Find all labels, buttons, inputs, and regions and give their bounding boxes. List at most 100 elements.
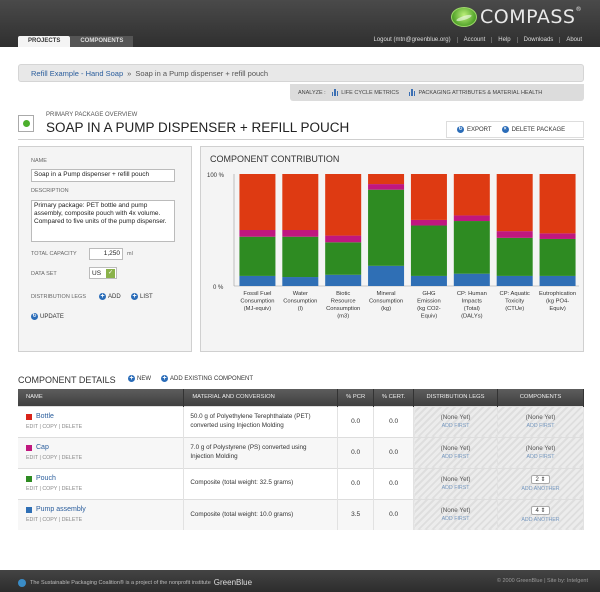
x-tick-label: (MJ-equiv): [244, 306, 271, 312]
bar-segment-cap: [368, 184, 405, 190]
add-first-leg-link[interactable]: ADD FIRST: [441, 516, 470, 523]
packaging-attributes-label: PACKAGING ATTRIBUTES & MATERIAL HEALTH: [418, 89, 543, 96]
bar-segment-cap: [282, 230, 319, 237]
edit-link[interactable]: EDIT: [26, 517, 38, 524]
table-row[interactable]: Pouch EDIT | COPY | DELETE Composite (tota…: [18, 467, 584, 499]
row-actions: EDIT | COPY | DELETE: [26, 424, 83, 430]
col-components[interactable]: COMPONENTS: [497, 389, 584, 406]
update-button[interactable]: ↻ UPDATE: [31, 313, 64, 320]
col-distribution-legs[interactable]: DISTRIBUTION LEGS: [413, 389, 499, 406]
cell-name: Pouch EDIT | COPY | DELETE: [18, 467, 185, 499]
x-tick-label: Consumption: [283, 299, 317, 305]
y-tick-label: 0 %: [213, 285, 224, 291]
delete-link[interactable]: DELETE: [61, 455, 83, 461]
account-link[interactable]: Account: [456, 37, 492, 43]
delete-link[interactable]: DELETE: [61, 486, 83, 492]
edit-link[interactable]: EDIT: [26, 486, 38, 492]
copy-link[interactable]: COPY: [42, 455, 58, 461]
delete-package-button[interactable]: × DELETE PACKAGE: [501, 126, 565, 133]
col-material[interactable]: MATERIAL AND CONVERSION: [183, 389, 339, 406]
copy-link[interactable]: COPY: [42, 486, 58, 492]
add-component-link[interactable]: ADD ANOTHER: [521, 486, 560, 492]
breadcrumb: Refill Example - Hand Soap » Soap in a P…: [31, 69, 268, 78]
component-name-link[interactable]: Pouch: [26, 475, 183, 482]
tab-components[interactable]: COMPONENTS: [70, 36, 134, 47]
help-link[interactable]: Help: [491, 37, 516, 43]
bar-segment-pouch: [239, 236, 276, 276]
color-swatch: [26, 444, 32, 451]
add-first-leg-link[interactable]: ADD FIRST: [441, 423, 470, 429]
chart-title: COMPONENT CONTRIBUTION: [210, 154, 340, 164]
copy-link[interactable]: COPY: [42, 424, 58, 430]
add-leg-button[interactable]: + ADD: [99, 293, 121, 300]
cell-distribution-legs: (None Yet) ADD FIRST: [413, 436, 499, 468]
plus-icon: +: [99, 293, 106, 300]
legs-status: (None Yet): [440, 445, 471, 452]
breadcrumb-separator: »: [127, 69, 132, 78]
page-title: SOAP IN A PUMP DISPENSER + REFILL POUCH: [46, 120, 350, 135]
row-actions: EDIT | COPY | DELETE: [26, 455, 83, 461]
footer-copyright: © 2000 GreenBlue | Site by: Intelgent: [496, 578, 588, 584]
copy-link[interactable]: COPY: [42, 517, 58, 524]
greenblue-logo[interactable]: GreenBlue: [213, 578, 253, 587]
cell-cert: 0.0: [373, 436, 415, 468]
add-component-link[interactable]: ADD FIRST: [526, 423, 555, 429]
about-link[interactable]: About: [559, 37, 588, 43]
table-row[interactable]: Pump assembly EDIT | COPY | DELETE Composi…: [18, 498, 584, 530]
bar-segment-bottle: [539, 174, 576, 234]
page-overline: PRIMARY PACKAGE OVERVIEW: [46, 112, 138, 118]
dataset-select[interactable]: US ✓: [89, 267, 117, 279]
component-name-link[interactable]: Bottle: [26, 413, 183, 420]
add-component-link[interactable]: ADD ANOTHER: [521, 517, 560, 524]
add-existing-component-button[interactable]: + ADD EXISTING COMPONENT: [161, 375, 253, 382]
packaging-attributes-link[interactable]: PACKAGING ATTRIBUTES & MATERIAL HEALTH: [408, 89, 543, 96]
add-first-leg-link[interactable]: ADD FIRST: [441, 454, 470, 460]
color-swatch: [26, 506, 32, 513]
component-name-link[interactable]: Cap: [26, 444, 183, 451]
cell-distribution-legs: (None Yet) ADD FIRST: [413, 498, 499, 530]
col-name[interactable]: NAME: [18, 389, 185, 406]
name-field[interactable]: Soap in a Pump dispenser + refill pouch: [31, 169, 175, 182]
bar-segment-cap: [410, 219, 447, 226]
description-field[interactable]: Primary package: PET bottle and pump ass…: [31, 200, 175, 242]
component-quantity-stepper[interactable]: 2 ⇕: [531, 475, 550, 484]
life-cycle-metrics-link[interactable]: LIFE CYCLE METRICS: [331, 89, 399, 96]
bar-segment-bottle: [368, 174, 405, 185]
cell-cert: 0.0: [373, 405, 415, 437]
delete-link[interactable]: DELETE: [61, 424, 83, 430]
edit-link[interactable]: EDIT: [26, 455, 38, 461]
tab-projects[interactable]: PROJECTS: [18, 36, 71, 47]
new-component-button[interactable]: + NEW: [128, 375, 151, 382]
component-quantity-stepper[interactable]: 4 ⇕: [531, 506, 550, 516]
list-legs-button[interactable]: + LIST: [131, 293, 153, 300]
export-button[interactable]: ↻ EXPORT: [457, 126, 492, 133]
add-component-link[interactable]: ADD FIRST: [526, 454, 555, 460]
package-status-icon: [18, 115, 34, 132]
x-tick-label: (kg PO4-: [546, 299, 569, 305]
dataset-value: US: [92, 269, 102, 277]
logout-link[interactable]: Logout (mtn@greenblue.org): [373, 37, 451, 43]
color-swatch: [26, 413, 32, 420]
breadcrumb-parent[interactable]: Refill Example - Hand Soap: [31, 69, 124, 78]
cell-components: 2 ⇕ ADD ANOTHER: [497, 467, 584, 499]
add-first-leg-link[interactable]: ADD FIRST: [441, 485, 470, 491]
bar-segment-pump: [410, 275, 447, 286]
legs-status: (None Yet): [440, 476, 471, 483]
capacity-field[interactable]: 1,250: [89, 248, 123, 260]
row-actions: EDIT | COPY | DELETE: [26, 517, 83, 524]
table-row[interactable]: Bottle EDIT | COPY | DELETE 50.0 g of Poly…: [18, 405, 584, 437]
component-name-link[interactable]: Pump assembly: [26, 506, 183, 513]
table-row[interactable]: Cap EDIT | COPY | DELETE 7.0 g of Polystyr…: [18, 436, 584, 468]
x-tick-label: Fossil Fuel: [243, 291, 271, 297]
col-cert[interactable]: % CERT.: [373, 389, 415, 406]
x-tick-label: Equiv): [421, 314, 438, 320]
bar-segment-pump: [453, 273, 490, 286]
edit-link[interactable]: EDIT: [26, 424, 38, 430]
delete-link[interactable]: DELETE: [61, 517, 83, 524]
spc-logo-icon: [18, 578, 26, 587]
downloads-link[interactable]: Downloads: [516, 37, 560, 43]
col-pcr[interactable]: % PCR: [337, 389, 375, 406]
compass-logo[interactable]: COMPASS®: [451, 6, 582, 28]
footer: The Sustainable Packaging Coalition® is …: [0, 570, 600, 592]
cell-material: 50.0 g of Polyethylene Terephthalate (PE…: [183, 405, 339, 437]
